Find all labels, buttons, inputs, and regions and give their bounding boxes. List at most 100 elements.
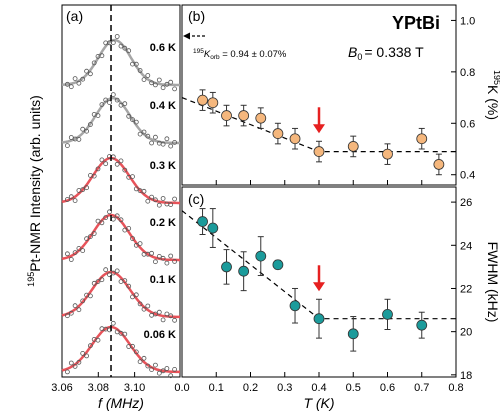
spectrum-point [118, 158, 124, 164]
spectrum-point [137, 131, 143, 137]
data-point [272, 128, 284, 139]
spectrum-point [133, 292, 139, 298]
spectrum-point [122, 331, 128, 337]
y-tick-label: 20 [460, 327, 472, 339]
data-point [382, 148, 393, 160]
spectrum-point [152, 134, 158, 140]
spectrum-point [156, 202, 162, 208]
spectrum-point [110, 216, 116, 222]
spectrum-point [149, 140, 155, 146]
spectrum-point [88, 71, 93, 77]
spectrum-point [160, 196, 166, 201]
spectrum-point [168, 79, 174, 85]
spectrum-point [114, 213, 120, 219]
spectrum-point [72, 303, 78, 309]
spectrum-point [103, 215, 109, 221]
fit-curve [61, 156, 180, 205]
spectrum-point [114, 268, 120, 274]
y-tick-label: 24 [460, 240, 472, 252]
spectrum-point [164, 311, 170, 317]
x-axis-label: f (MHz) [98, 395, 144, 411]
panel-a-ylabel: 195Pt-NMR Intensity (arb. units) [26, 95, 43, 287]
spectrum-point [118, 217, 124, 223]
spectrum-point [99, 326, 105, 332]
spectrum-point [172, 258, 178, 264]
spectrum-point [168, 313, 174, 319]
spectrum-point [80, 350, 86, 356]
spectrum-point [122, 167, 128, 173]
spectrum-point [122, 45, 128, 51]
panel-b-ylabel: 195K (%) [485, 70, 500, 120]
spectrum-point [133, 186, 139, 192]
spectrum-point [152, 311, 158, 317]
spectrum-point [149, 80, 155, 86]
x-tick-label: 0.7 [414, 382, 429, 394]
data-point [221, 110, 232, 121]
spectrum-point [160, 255, 166, 261]
korb-symbol: K [204, 49, 211, 60]
spectrum-point [149, 367, 155, 373]
spectrum-point [160, 368, 166, 374]
data-point [221, 261, 232, 273]
temperature-label: 0.2 K [150, 217, 176, 229]
spectrum-point [80, 298, 86, 304]
spectrum-point [145, 133, 151, 139]
temperature-label: 0.6 K [150, 42, 176, 54]
spectrum-point [130, 117, 135, 122]
x-tick-label: 0.2 [243, 382, 258, 394]
spectrum-point [84, 68, 89, 74]
spectrum-point [88, 343, 93, 349]
spectrum-point [172, 196, 178, 202]
x-tick-label: 0.8 [448, 382, 463, 394]
panel-c-xlabel: T (K) [303, 395, 334, 411]
x-tick-label: 3.08 [88, 382, 109, 394]
spectrum-point [91, 231, 97, 236]
data-point [313, 313, 325, 325]
spectrum-point [99, 53, 105, 59]
spectrum-point [141, 188, 147, 194]
y-tick-label: 0.4 [460, 170, 475, 182]
spectrum-point [110, 40, 116, 45]
spectrum-point [95, 218, 101, 224]
spectrum-point [95, 337, 101, 343]
spectrum-point [168, 373, 174, 379]
panel-a-label: (a) [66, 8, 83, 24]
y-tick-label: 1.0 [460, 15, 475, 27]
field-symbol: B [348, 44, 357, 60]
spectrum-point [76, 80, 82, 86]
panel-b-label: (b) [188, 8, 205, 24]
fit-curve [61, 325, 180, 374]
y-axis-label: Pt-NMR Intensity (arb. units) [27, 95, 43, 272]
spectrum-point [72, 76, 78, 81]
spectrum-point [107, 209, 112, 215]
spectrum-point [145, 73, 151, 78]
spectrum-point [68, 360, 74, 366]
spectrum-point [88, 234, 93, 240]
spectrum-point [168, 202, 174, 208]
spectrum-point [141, 355, 147, 361]
spectrum-point [149, 194, 155, 200]
spectrum-point [88, 122, 93, 127]
y-axis-label-sup: 195 [492, 70, 500, 85]
data-point [207, 222, 219, 234]
spectrum-point [99, 220, 105, 226]
spectrum-point [156, 77, 162, 83]
spectrum-point [65, 81, 70, 87]
y-tick-label: 18 [460, 370, 472, 382]
x-tick-label: 3.10 [124, 382, 145, 394]
data-point [347, 141, 359, 152]
spectrum-point [114, 161, 120, 167]
x-tick-label: 0.4 [311, 382, 326, 394]
spectrum-point [72, 198, 78, 204]
spectrum-point [160, 141, 166, 147]
spectrum-point [65, 313, 70, 319]
spectrum-point [164, 366, 170, 371]
spectrum-point [118, 279, 124, 285]
spectrum-point [126, 283, 132, 289]
material-name: YPtBi [392, 13, 440, 33]
spectrum-point [68, 135, 74, 140]
fit-curve [61, 213, 180, 262]
spectrum-point [152, 362, 158, 368]
spectrum-point [130, 294, 135, 300]
spectrum-point [172, 86, 178, 92]
